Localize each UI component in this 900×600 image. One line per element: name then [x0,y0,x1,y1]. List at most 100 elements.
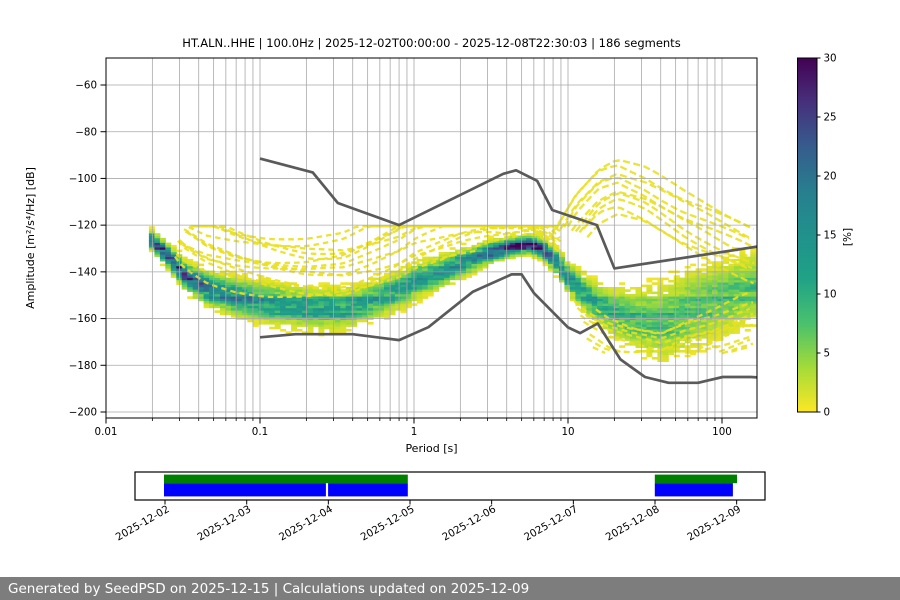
density-cell [323,289,330,292]
density-cell [438,251,445,255]
density-cell [624,289,631,292]
density-cell [476,254,483,257]
density-cell [198,289,205,292]
density-cell [651,301,658,304]
density-cell [394,303,401,306]
density-cell [641,324,647,327]
density-cell [274,322,281,325]
density-cell [706,326,713,330]
density-cell [302,301,308,304]
density-cell [586,310,593,313]
density-cell [635,343,642,346]
density-cell [356,294,363,297]
density-cell [662,315,669,318]
density-cell [384,315,390,318]
density-cell [405,301,412,304]
density-cell [673,298,680,302]
density-cell [701,343,708,346]
density-cell [690,275,697,278]
density-cell [723,308,729,311]
density-cell [635,296,642,299]
density-cell [509,247,516,250]
density-cell [170,261,177,264]
density-cell [400,291,407,295]
density-cell [209,301,216,304]
density-cell [362,301,369,304]
density-cell [455,265,462,269]
density-cell [263,284,270,288]
density-cell [651,312,658,316]
density-cell [520,254,527,257]
density-cell [597,319,604,323]
density-cell [613,291,620,295]
density-cell [591,287,598,290]
density-cell [367,291,374,295]
density-cell [651,308,658,311]
density-cell [285,331,292,334]
density-cell [591,296,598,299]
density-cell [559,279,565,283]
density-cell [203,305,210,309]
density-cell [438,265,445,269]
density-cell [706,301,713,304]
density-cell [263,315,270,318]
density-cell [318,284,325,288]
density-cell [728,291,735,295]
density-cell [236,282,243,285]
density-cell [247,315,254,318]
density-cell [701,350,708,353]
density-cell [416,291,423,295]
density-cell [624,338,631,341]
density-cell [542,256,549,260]
density-cell [706,279,713,283]
density-cell [744,294,751,297]
density-cell [312,319,319,323]
density-cell [635,289,642,292]
density-cell [291,287,298,290]
density-cell [154,244,161,248]
density-cell [192,261,199,264]
density-cell [733,303,740,306]
density-cell [274,284,281,288]
density-cell [230,294,237,297]
density-cell [433,268,440,271]
density-cell [312,289,319,292]
density-cell [296,303,303,306]
density-cell [307,326,314,330]
density-cell [662,294,669,297]
density-cell [323,319,330,323]
density-cell [750,275,757,278]
density-cell [646,305,653,309]
density-cell [422,265,429,269]
availability-segment-psd-coverage [164,474,408,484]
density-cell [384,284,390,288]
density-cell [690,345,697,348]
density-cell [378,291,385,295]
density-cell [291,296,298,299]
density-cell [728,322,735,325]
density-cell [668,301,675,304]
density-cell [334,322,341,325]
density-cell [701,312,708,316]
density-cell [285,284,292,288]
density-cell [728,268,735,271]
density-cell [695,305,702,309]
density-cell [548,263,554,267]
density-cell [274,287,281,290]
density-cell [537,244,544,248]
density-cell [318,289,325,292]
density-cell [340,308,347,311]
axes-frame-and-ticks: 0.01 0.1 1 10 100−60−80−100−120−140−160−180−… [69,57,758,438]
density-cell [646,347,653,351]
density-cell [466,268,472,271]
density-cell [384,308,390,311]
density-cell [340,298,347,302]
density-cell [569,294,576,297]
density-cell [706,289,713,292]
availability-segment-waveform-availability [654,483,733,497]
density-cell [651,338,658,341]
density-cell [739,261,746,264]
density-cell [482,261,489,264]
density-cell [559,263,565,267]
density-cell [624,312,631,316]
